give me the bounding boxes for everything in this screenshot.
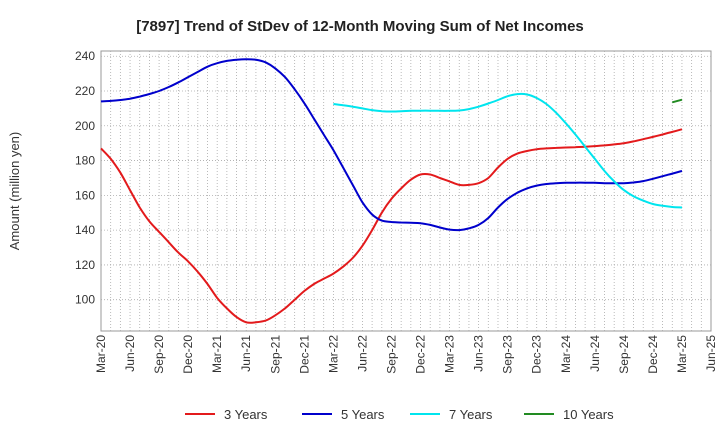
legend-item-7-years: 7 Years (410, 407, 493, 422)
x-tick-label: Mar-20 (94, 335, 108, 373)
x-tick-label: Jun-25 (704, 335, 718, 372)
x-tick-label: Sep-21 (268, 335, 282, 374)
chart-title: [7897] Trend of StDev of 12-Month Moving… (136, 18, 584, 35)
y-tick-label: 100 (75, 293, 95, 307)
x-tick-label: Dec-21 (297, 335, 311, 374)
y-tick-label: 200 (75, 119, 95, 133)
y-tick-label: 120 (75, 258, 95, 272)
series-line-7-years (333, 92, 683, 209)
x-tick-label: Sep-22 (384, 335, 398, 374)
x-tick-label: Mar-25 (675, 335, 689, 373)
x-tick-label: Dec-24 (646, 335, 660, 374)
legend-item-3-years: 3 Years (185, 407, 268, 422)
x-tick-label: Sep-24 (617, 335, 631, 374)
y-tick-label: 240 (75, 49, 95, 63)
legend: 3 Years 5 Years 7 Years 10 Years (185, 407, 614, 422)
x-tick-label: Jun-21 (239, 335, 253, 372)
legend-label: 10 Years (563, 407, 614, 422)
legend-item-5-years: 5 Years (302, 407, 385, 422)
x-tick-labels: Mar-20 Jun-20 Sep-20 Dec-20 Mar-21 Jun-21 Sep-… (94, 335, 718, 374)
legend-item-10-years: 10 Years (524, 407, 614, 422)
x-tick-label: Mar-21 (210, 335, 224, 373)
legend-label: 3 Years (224, 407, 268, 422)
x-tick-label: Mar-22 (326, 335, 340, 373)
x-tick-label: Dec-20 (181, 335, 195, 374)
x-tick-label: Jun-22 (355, 335, 369, 372)
y-tick-label: 160 (75, 188, 95, 202)
x-tick-label: Sep-23 (501, 335, 515, 374)
x-tick-label: Sep-20 (152, 335, 166, 374)
y-tick-label: 220 (75, 84, 95, 98)
legend-label: 7 Years (449, 407, 493, 422)
y-tick-label: 140 (75, 223, 95, 237)
x-tick-label: Dec-22 (414, 335, 428, 374)
x-tick-label: Jun-24 (588, 335, 602, 372)
series-line-10-years (672, 98, 683, 104)
series-lines (100, 58, 683, 324)
y-tick-label: 180 (75, 154, 95, 168)
plot-area (100, 50, 712, 332)
x-tick-label: Mar-23 (443, 335, 457, 373)
x-tick-label: Mar-24 (559, 335, 573, 373)
legend-label: 5 Years (341, 407, 385, 422)
y-tick-labels: 100 120 140 160 180 200 220 240 (75, 49, 95, 306)
series-line-5-years (100, 58, 683, 232)
x-tick-label: Jun-23 (472, 335, 486, 372)
x-tick-label: Jun-20 (123, 335, 137, 372)
y-axis-label: Amount (million yen) (7, 132, 22, 251)
x-tick-label: Dec-23 (530, 335, 544, 374)
